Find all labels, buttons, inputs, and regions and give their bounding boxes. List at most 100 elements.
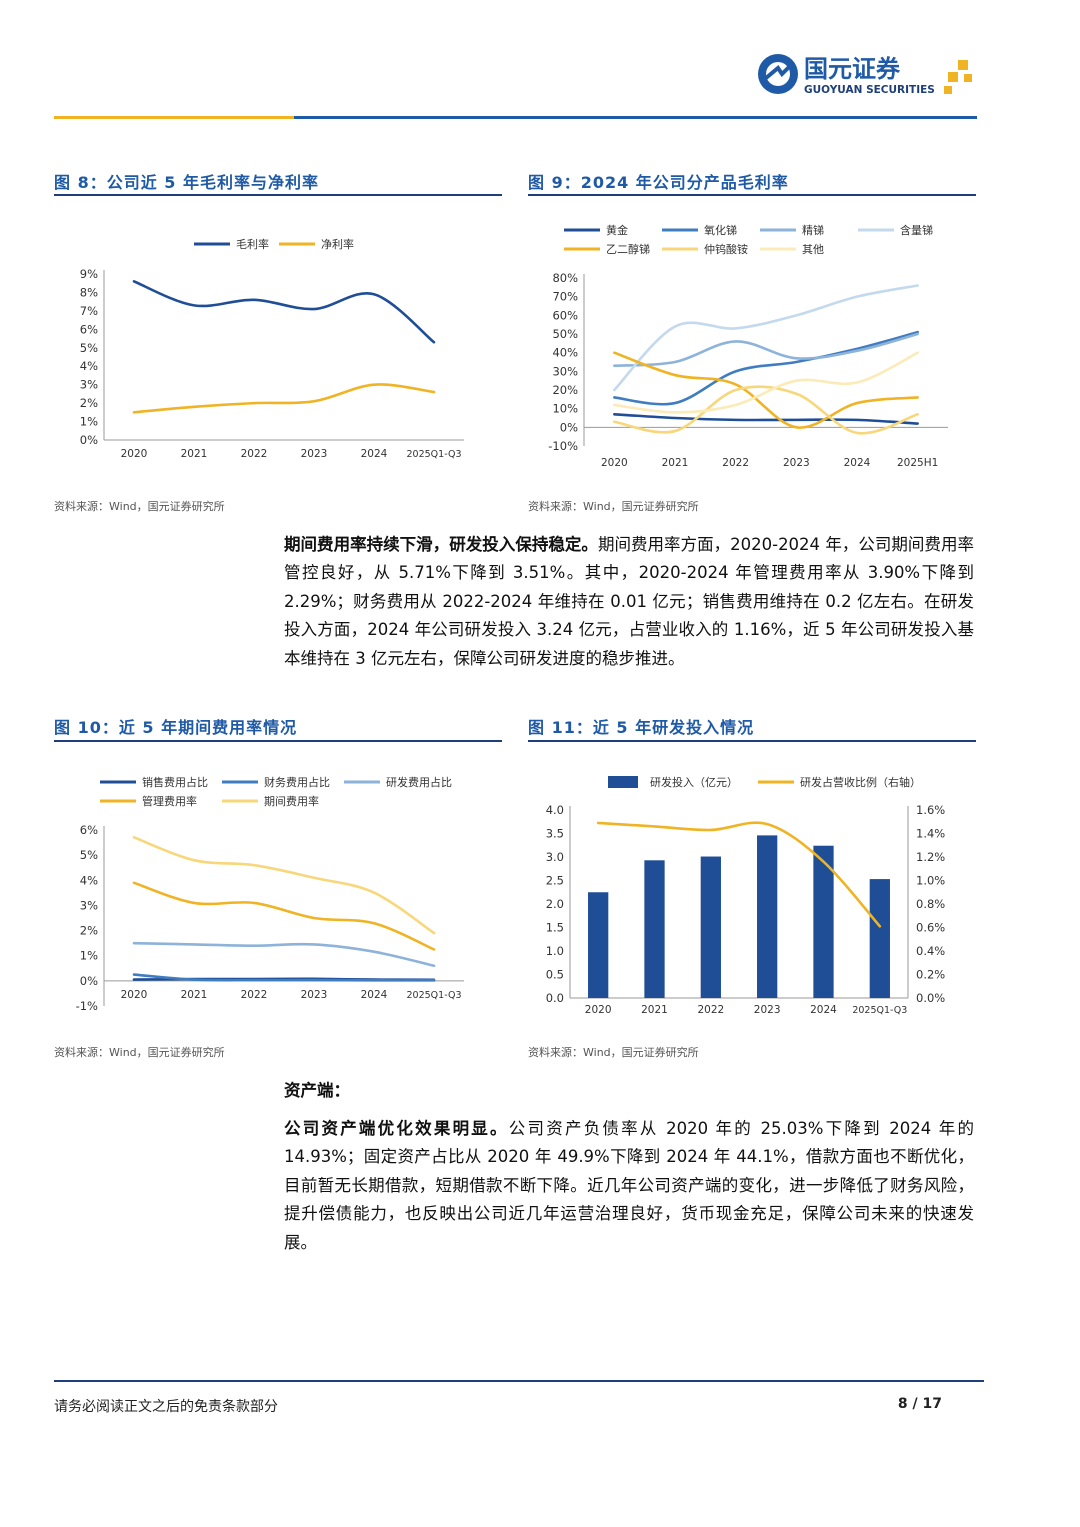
fig9-source: 资料来源：Wind，国元证券研究所 (528, 500, 699, 513)
legend-label: 期间费用率 (264, 794, 319, 808)
legend-label: 仲钨酸铵 (704, 242, 748, 256)
fig11-title: 图 11：近 5 年研发投入情况 (528, 718, 755, 737)
bar-2024 (813, 845, 834, 998)
x-tick-label: 2023 (301, 989, 328, 1001)
series-line-0 (613, 412, 919, 425)
paragraph-asset: 公司资产端优化效果明显。公司资产负债率从 2020 年的 25.03%下降到 2… (284, 1115, 974, 1257)
y-tick-label: 5% (80, 341, 98, 355)
series-line-3 (132, 881, 436, 951)
series-line-1 (613, 330, 919, 406)
bar-2020 (588, 892, 609, 998)
x-tick-label: 2023 (754, 1004, 781, 1016)
fig8-title: 图 8：公司近 5 年毛利率与净利率 (54, 173, 319, 192)
x-tick-label: 2024 (361, 989, 388, 1001)
x-tick-label: 2020 (601, 457, 628, 469)
fig9-title: 图 9：2024 年公司分产品毛利率 (528, 173, 789, 192)
series-line-5 (613, 385, 919, 435)
x-tick-label: 2021 (662, 457, 689, 469)
legend-label: 乙二醇锑 (606, 242, 650, 256)
y-tick-label: 1% (80, 415, 98, 429)
x-tick-label: 2022 (241, 989, 268, 1001)
y-tick-label: 1.5 (546, 921, 564, 935)
header-rule-gold (54, 116, 294, 119)
guoyuan-logo: 国元证券 GUOYUAN SECURITIES (758, 54, 972, 96)
y2-tick-label: 0.0% (916, 991, 945, 1005)
series-line-1 (132, 383, 436, 414)
y-tick-label: 4.0 (546, 803, 564, 817)
legend-label: 精锑 (802, 224, 824, 237)
fig8-source: 资料来源：Wind，国元证券研究所 (54, 500, 225, 513)
fig8-chart: 0% 1% 2% 3% 4% 5% 6% 7% 8% 9% 2020 2021 2022 2023 2024… (80, 237, 464, 460)
series-line-3 (613, 284, 919, 392)
x-tick-label: 2023 (783, 457, 810, 469)
y-tick-label: 1% (80, 949, 98, 963)
brand-cn: 国元证券 (804, 55, 901, 83)
paragraph-expense-body: 期间费用率方面，2020-2024 年，公司期间费用率管控良好，从 5.71%下… (284, 535, 975, 668)
series-line-2 (132, 941, 436, 968)
series-line-1 (132, 973, 436, 982)
x-tick-label: 2025H1 (897, 457, 938, 469)
footer-disclaimer-note: 请务必阅读正文之后的免责条款部分 (54, 1399, 278, 1415)
x-tick-label: 2023 (301, 448, 328, 460)
y-tick-label: 3.5 (546, 827, 564, 841)
y-tick-label: 50% (552, 327, 578, 341)
y-tick-label: 7% (80, 304, 98, 318)
legend-label: 氧化锑 (704, 223, 737, 237)
legend-label: 研发投入（亿元） (650, 775, 738, 789)
header-rule-blue (294, 116, 977, 119)
y-tick-label: 2% (80, 396, 98, 410)
legend-label: 黄金 (606, 223, 628, 237)
y-tick-label: 2.0 (546, 897, 564, 911)
series-line-2 (613, 332, 919, 368)
x-tick-label: 2024 (844, 457, 871, 469)
paragraph-asset-body: 公司资产负债率从 2020 年的 25.03%下降到 2024 年的 14.93… (284, 1119, 974, 1252)
y2-tick-label: 1.4% (916, 827, 945, 841)
fig10-chart: -1% 0% 1% 2% 3% 4% 5% 6% 2020 2021 2022 2023 2024 202… (76, 775, 464, 1013)
x-tick-label: 2021 (181, 448, 208, 460)
y-tick-label: 30% (552, 364, 578, 378)
fig11-rule (528, 740, 976, 742)
legend-label: 净利率 (321, 237, 354, 251)
bar-2025Q1-Q3 (869, 879, 890, 998)
legend-label: 财务费用占比 (264, 775, 330, 789)
y-tick-label: 3% (80, 378, 98, 392)
y-tick-label: 40% (552, 346, 578, 360)
legend-label: 含量锑 (900, 223, 933, 237)
y2-tick-label: 0.8% (916, 897, 945, 911)
y-tick-label: 0% (80, 433, 98, 447)
y-tick-label: -10% (548, 439, 578, 453)
x-tick-label: 2020 (121, 448, 148, 460)
y2-tick-label: 1.2% (916, 850, 945, 864)
legend-label: 研发占营收比例（右轴） (800, 775, 921, 789)
footer-rule (54, 1380, 984, 1382)
y-tick-label: 5% (80, 848, 98, 862)
y-tick-label: 6% (80, 823, 98, 837)
paragraph-expense: 期间费用率持续下滑，研发投入保持稳定。期间费用率方面，2020-2024 年，公… (284, 531, 974, 673)
x-tick-label: 2022 (241, 448, 268, 460)
asset-heading: 资产端： (284, 1081, 350, 1100)
y-tick-label: 3.0 (546, 850, 564, 864)
x-tick-label: 2021 (181, 989, 208, 1001)
y-tick-label: 4% (80, 359, 98, 373)
series-line-6 (613, 351, 919, 414)
x-tick-label: 2022 (722, 457, 749, 469)
legend-label: 研发费用占比 (386, 775, 452, 789)
y-tick-label: 0.0 (546, 991, 564, 1005)
y-tick-label: 6% (80, 322, 98, 336)
x-tick-label: 2025Q1-Q3 (407, 990, 462, 1001)
y2-tick-label: 1.6% (916, 803, 945, 817)
fig9-chart: -10% 0% 10% 20% 30% 40% 50% 60% 70% 80% 2020 2021 20… (548, 223, 948, 469)
y-tick-label: 0.5 (546, 968, 564, 982)
y-tick-label: 20% (552, 383, 578, 397)
bar-2022 (700, 856, 721, 998)
x-tick-label: 2022 (697, 1004, 724, 1016)
legend-swatch (608, 776, 638, 788)
bar-2023 (757, 835, 778, 998)
legend-label: 其他 (802, 243, 824, 256)
fig9-rule (528, 194, 976, 196)
fig11-chart: 0.0 0.5 1.0 1.5 2.0 2.5 3.0 3.5 4.0 0.0% 0.2% 0.4% 0… (546, 775, 946, 1016)
page-number: 8 / 17 (897, 1396, 942, 1412)
brand-en: GUOYUAN SECURITIES (804, 84, 935, 96)
y-tick-label: 0% (560, 420, 578, 434)
series-line-1 (596, 821, 882, 928)
